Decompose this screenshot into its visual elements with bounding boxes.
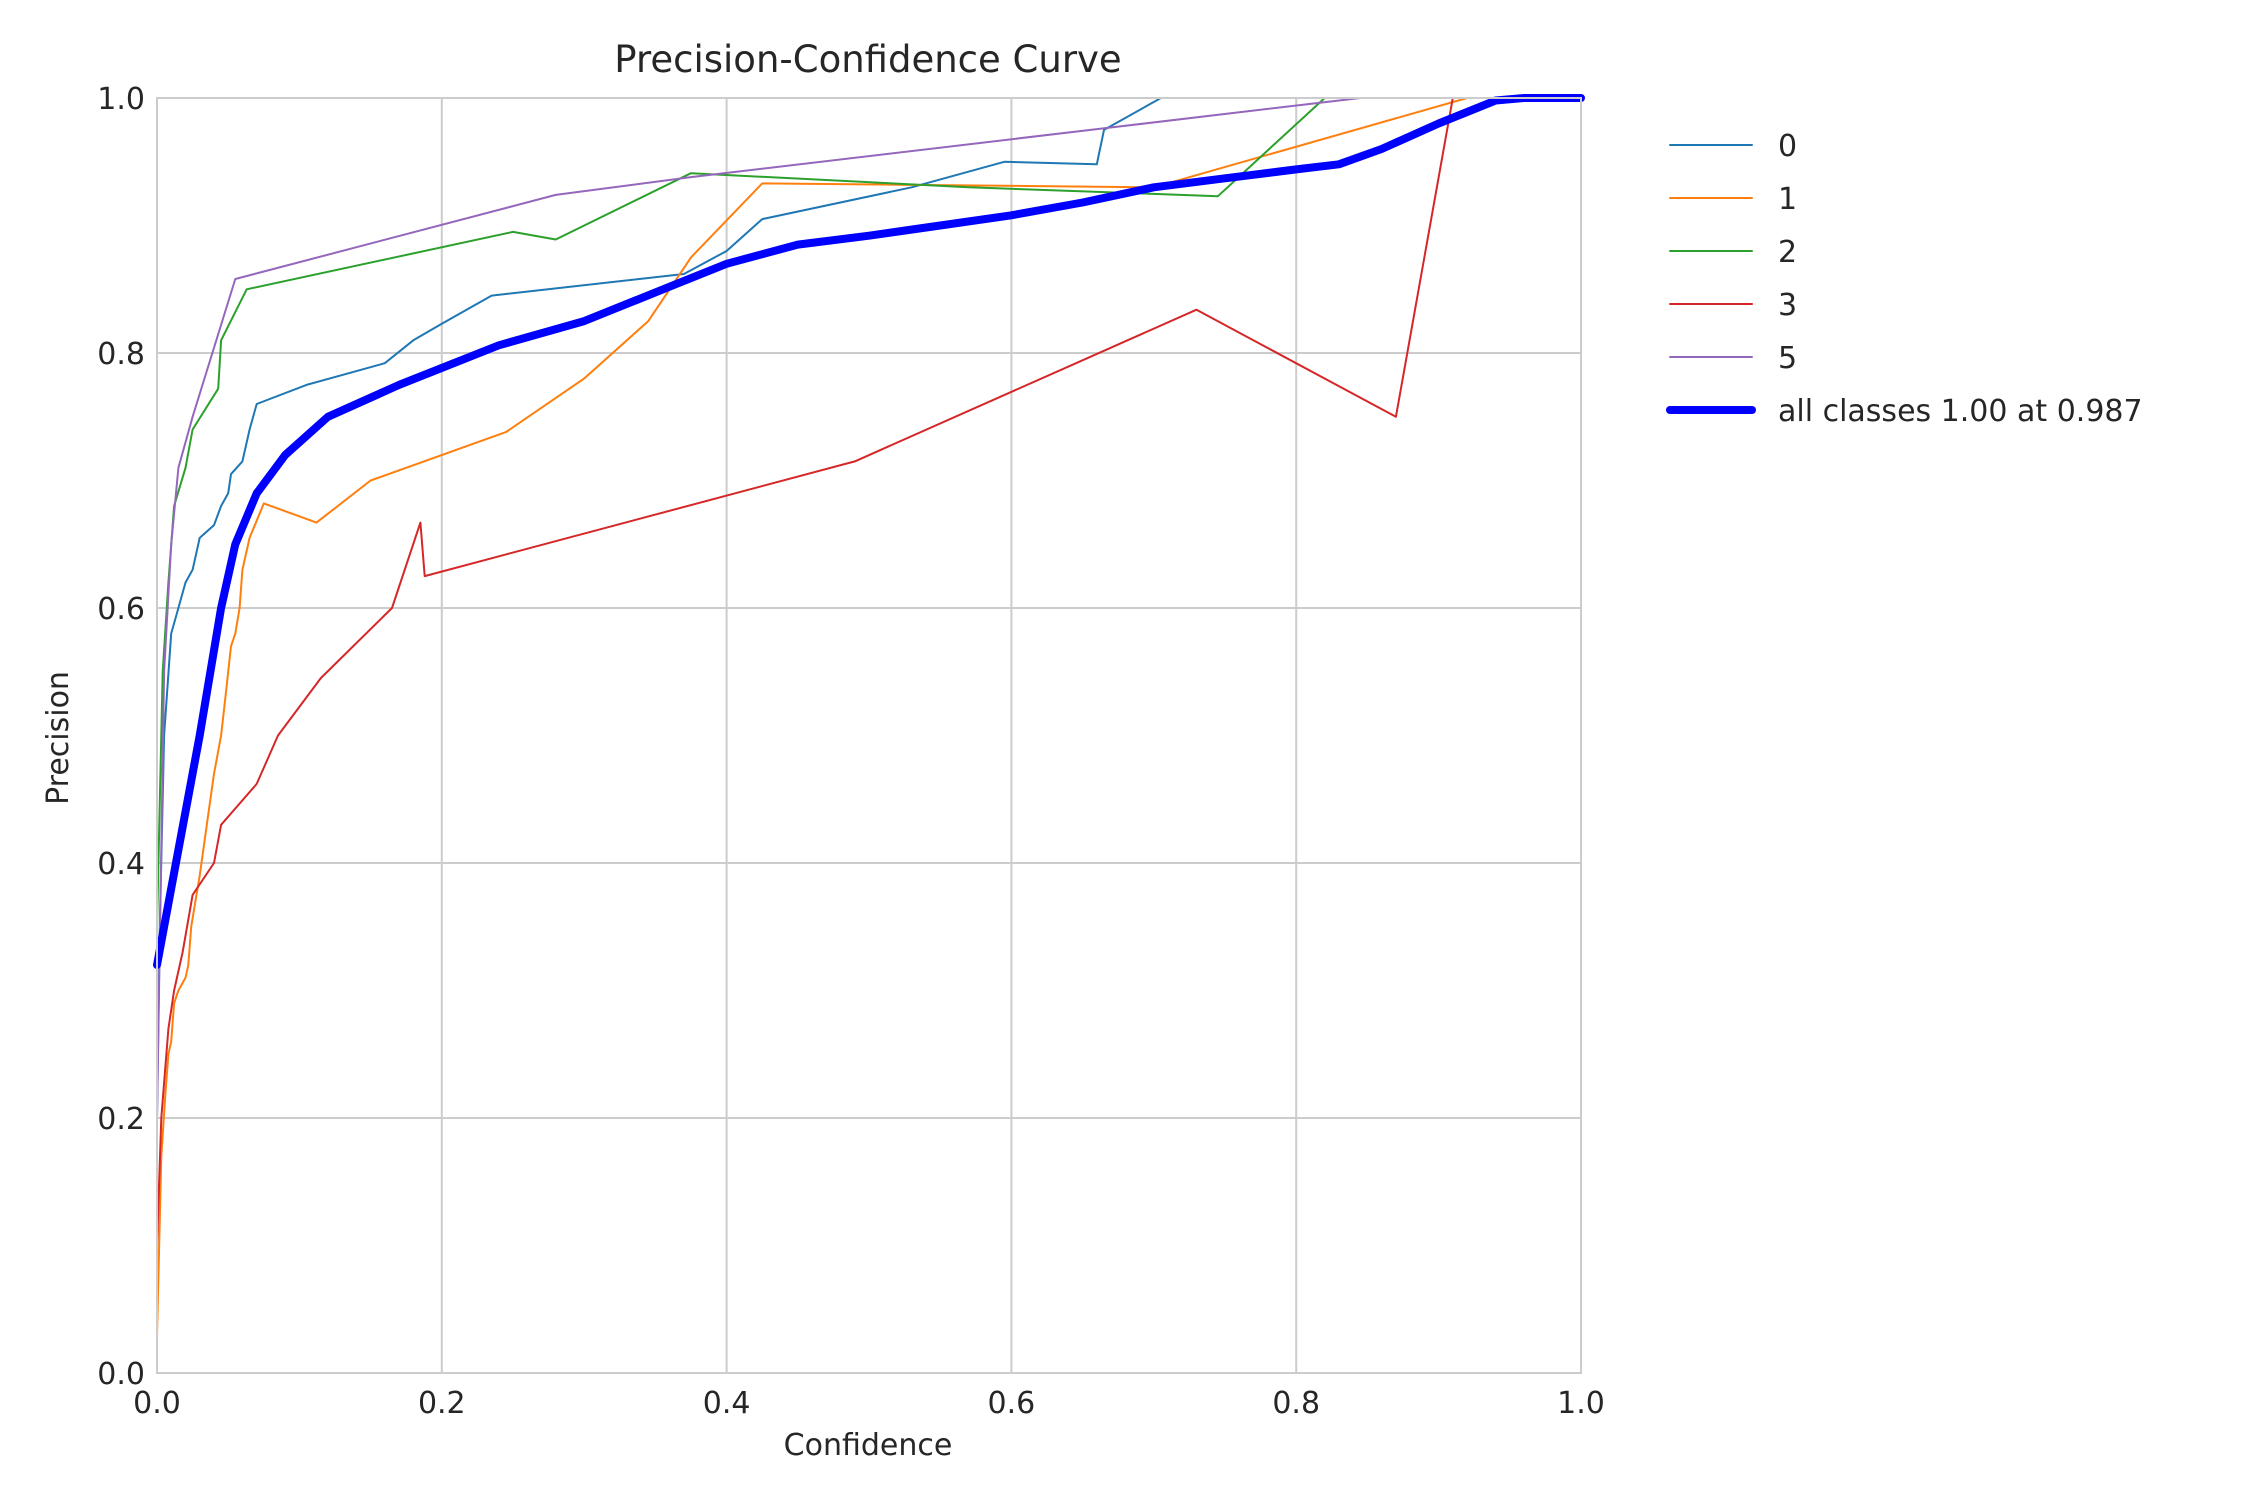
series-line-1 [156,97,1582,1336]
x-tick-label: 0.0 [133,1386,181,1421]
x-tick-label: 0.2 [418,1386,466,1421]
y-tick-label: 1.0 [97,82,145,117]
legend-label-0: 0 [1778,129,1797,164]
legend-label-1: 1 [1778,182,1797,217]
x-tick-labels: 0.0 0.2 0.4 0.6 0.8 1.0 [133,1386,1605,1421]
series-lines [153,94,1585,1336]
y-tick-label: 0.4 [97,847,145,882]
plot-frame [156,97,1582,1374]
x-tick-label: 0.4 [703,1386,751,1421]
legend-label-4: 5 [1778,341,1797,376]
series-line-4 [156,97,1582,1119]
chart-title: Precision-Confidence Curve [614,38,1121,81]
x-axis-label: Confidence [784,1428,953,1463]
y-axis-label: Precision [41,671,76,805]
series-line-5 [153,94,1585,969]
y-tick-label: 0.8 [97,337,145,372]
series-line-0 [156,97,1582,1119]
x-tick-label: 0.8 [1272,1386,1320,1421]
grid [156,97,1582,1374]
x-tick-label: 1.0 [1557,1386,1605,1421]
series-line-2 [156,97,1582,928]
y-tick-label: 0.0 [97,1357,145,1392]
y-tick-labels: 0.0 0.2 0.4 0.6 0.8 1.0 [97,82,145,1392]
legend: 0 1 2 3 5 all classes 1.00 at 0.987 [1666,129,2143,429]
y-tick-label: 0.6 [97,592,145,627]
x-tick-label: 0.6 [988,1386,1036,1421]
y-tick-label: 0.2 [97,1102,145,1137]
series-line-3 [156,97,1582,1247]
legend-label-3: 3 [1778,288,1797,323]
legend-label-5: all classes 1.00 at 0.987 [1778,394,2143,429]
legend-label-2: 2 [1778,235,1797,270]
